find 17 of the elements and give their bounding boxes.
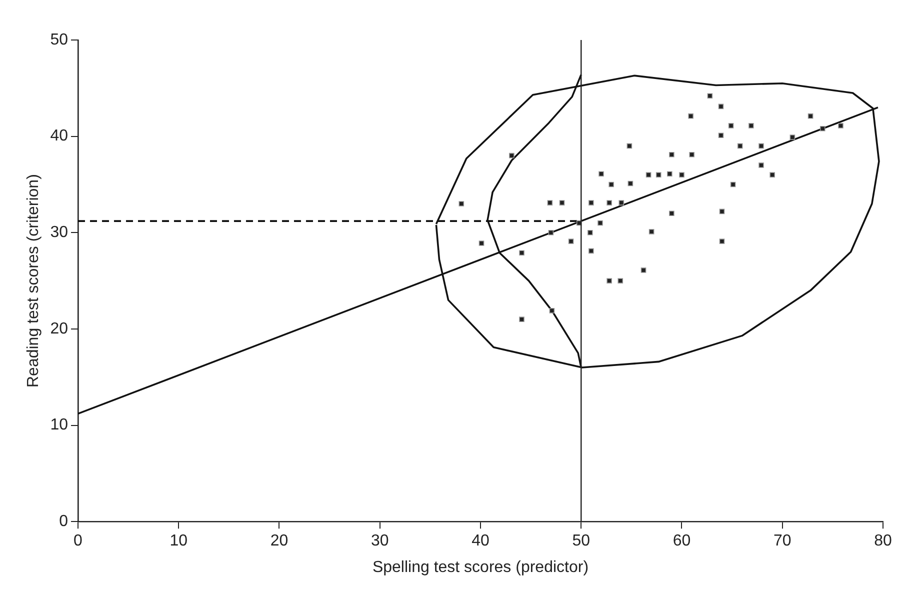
x-tick-label: 60 [672,532,691,550]
y-axis-title: Reading test scores (criterion) [25,174,42,388]
x-axis-title: Spelling test scores (predictor) [372,558,589,576]
y-tick-label: 50 [50,31,68,48]
x-tick-label: 30 [370,532,389,550]
x-tick-label: 80 [874,532,892,550]
y-tick-label: 30 [50,224,68,242]
x-tick-label: 40 [472,532,490,550]
x-tick-label: 0 [74,532,83,550]
y-tick-label: 20 [50,320,68,338]
x-tick-label: 20 [270,532,288,550]
x-tick-label: 70 [773,532,792,550]
x-tick-label: 10 [170,532,188,550]
y-tick-label: 10 [50,416,68,434]
x-tick-label: 50 [572,532,590,550]
y-tick-label: 40 [50,128,68,145]
y-tick-label: 0 [59,513,68,530]
